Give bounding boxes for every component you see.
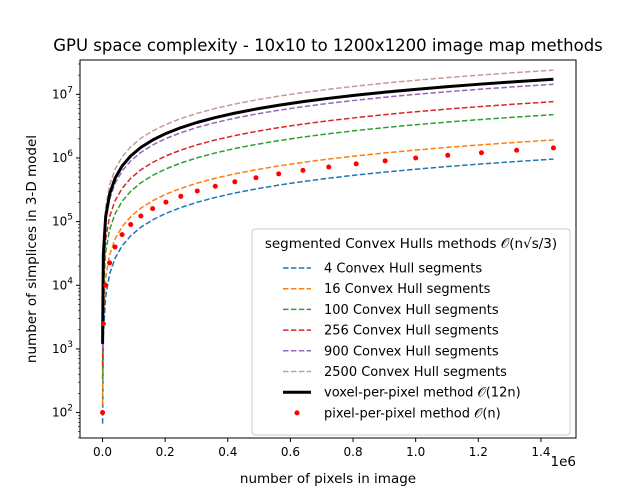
- data-point: [413, 155, 419, 161]
- x-tick-label: 0.6: [281, 445, 300, 459]
- legend-label: 256 Convex Hull segments: [324, 324, 499, 339]
- series-900-convex-hull-segments: [101, 83, 554, 349]
- y-tick-label: 103: [52, 340, 73, 356]
- x-tick-label: 0.8: [344, 445, 363, 459]
- legend-title: segmented Convex Hulls methods 𝒪(n√s/3): [265, 236, 557, 252]
- legend-label: 2500 Convex Hull segments: [324, 365, 507, 380]
- data-point: [138, 213, 144, 219]
- y-axis-label: number of simplices in 3-D model: [24, 135, 40, 363]
- legend-box: [251, 228, 571, 436]
- data-point: [232, 179, 238, 185]
- data-point: [100, 410, 106, 416]
- legend-label: 900 Convex Hull segments: [324, 344, 499, 359]
- data-point: [300, 167, 306, 173]
- data-point: [163, 199, 169, 205]
- data-point: [478, 150, 484, 156]
- data-point: [194, 188, 200, 194]
- series-256-convex-hull-segments: [101, 100, 554, 367]
- data-point: [326, 164, 332, 170]
- legend-label: 4 Convex Hull segments: [324, 262, 482, 277]
- series-2500-convex-hull-segments: [101, 69, 554, 335]
- x-axis-offset-label: 1e6: [551, 454, 576, 470]
- legend-label: voxel-per-pixel method 𝒪(12n): [324, 386, 521, 401]
- y-tick-label: 107: [52, 85, 73, 101]
- data-point: [550, 145, 556, 151]
- y-tick-label: 106: [52, 149, 73, 165]
- x-tick-label: 0.0: [93, 445, 112, 459]
- axes-frame: [79, 59, 577, 439]
- data-point: [382, 158, 388, 164]
- data-point: [103, 282, 109, 288]
- legend-label: 16 Convex Hull segments: [324, 282, 491, 297]
- y-tick-label: 105: [52, 213, 73, 229]
- y-tick-label: 104: [52, 276, 73, 292]
- series-voxel-per-pixel-method-12n: [101, 77, 554, 344]
- data-point: [353, 161, 359, 167]
- data-point: [128, 222, 134, 228]
- data-point: [276, 171, 282, 177]
- x-tick-label: 1.4: [531, 445, 550, 459]
- data-point: [178, 193, 184, 199]
- legend: segmented Convex Hulls methods 𝒪(n√s/3) …: [251, 228, 571, 436]
- legend-items: 4 Convex Hull segments 16 Convex Hull seg…: [283, 262, 521, 421]
- x-axis: 0.0 0.2 0.4 0.6 0.8 1.0 1.2 1.4: [93, 438, 550, 459]
- data-point: [107, 260, 113, 266]
- data-point: [212, 183, 218, 189]
- legend-marker: [294, 410, 300, 416]
- x-tick-label: 0.4: [218, 445, 237, 459]
- x-tick-label: 1.2: [469, 445, 488, 459]
- data-point: [445, 152, 451, 158]
- legend-label: 100 Convex Hull segments: [324, 303, 499, 318]
- y-axis: 102 103 104 105 106 107: [52, 63, 80, 439]
- x-tick-label: 0.2: [156, 445, 175, 459]
- x-tick-label: 1.0: [406, 445, 425, 459]
- x-axis-label: number of pixels in image: [240, 471, 416, 487]
- chart-title: GPU space complexity - 10x10 to 1200x120…: [53, 36, 603, 55]
- data-point: [150, 206, 156, 212]
- series-16-convex-hull-segments: [101, 139, 554, 405]
- data-point: [112, 244, 118, 250]
- legend-label: pixel-per-pixel method 𝒪(n): [324, 406, 501, 421]
- data-point: [253, 175, 259, 181]
- series-100-convex-hull-segments: [101, 113, 554, 380]
- y-tick-label: 102: [52, 404, 73, 420]
- data-point: [514, 147, 520, 153]
- data-point: [119, 232, 125, 238]
- plot-area: [100, 69, 556, 424]
- series-pixel-per-pixel-method-n: [100, 145, 556, 416]
- series-4-convex-hull-segments: [101, 158, 554, 424]
- data-point: [100, 321, 106, 327]
